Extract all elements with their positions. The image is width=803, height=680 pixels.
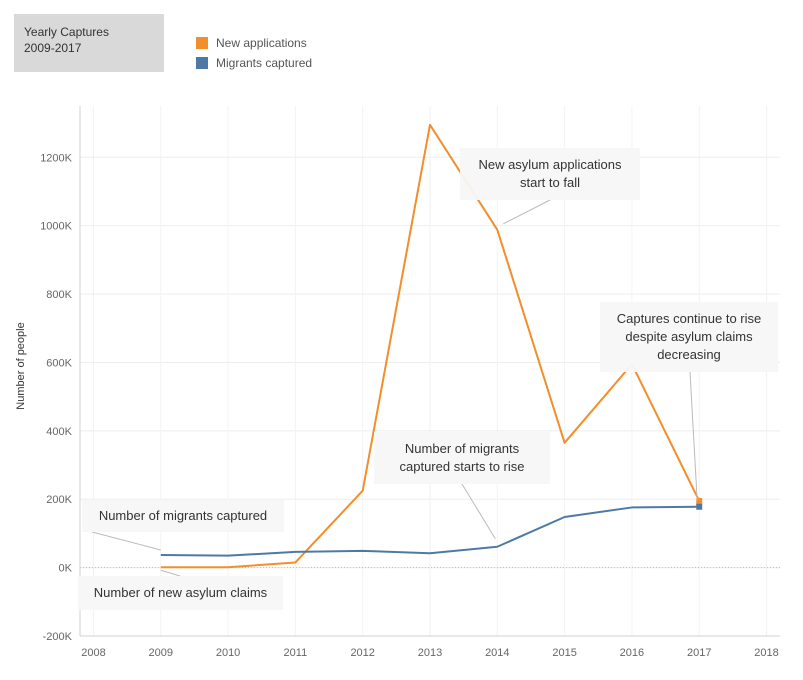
x-tick-label: 2009: [149, 647, 173, 659]
annotation-connector: [91, 531, 161, 551]
legend: New applications Migrants captured: [196, 33, 312, 73]
legend-item-new-applications[interactable]: New applications: [196, 33, 312, 53]
y-tick-label: 1200K: [40, 152, 72, 164]
series-line-new-applications: [160, 123, 701, 569]
x-tick-label: 2008: [81, 647, 105, 659]
annotation-connector: [689, 371, 698, 501]
y-axis-title: Number of people: [15, 322, 27, 409]
annotation-text: start to fall: [520, 175, 580, 190]
annotation-box: [374, 432, 550, 484]
annotation-text: Captures continue to rise: [617, 311, 762, 326]
x-tick-label: 2013: [418, 647, 442, 659]
annotation-text: captured starts to rise: [400, 459, 525, 474]
x-tick-label: 2012: [350, 647, 374, 659]
annotation-text: Number of migrants captured: [99, 508, 267, 523]
annotation-text: Number of new asylum claims: [94, 585, 268, 600]
y-tick-label: -200K: [43, 631, 73, 643]
series-line-migrants-captured: [160, 505, 700, 557]
annotation-text: despite asylum claims: [625, 329, 753, 344]
x-tick-label: 2015: [552, 647, 576, 659]
annotation-connector: [461, 483, 496, 540]
annotation-connector: [160, 569, 181, 577]
legend-item-migrants-captured[interactable]: Migrants captured: [196, 53, 312, 73]
annotation-box: [600, 302, 778, 372]
annotation-text: decreasing: [657, 347, 721, 362]
title-box: Yearly Captures 2009-2017: [14, 14, 164, 72]
x-tick-label: 2010: [216, 647, 240, 659]
y-tick-label: 600K: [46, 357, 72, 369]
x-tick-label: 2014: [485, 647, 509, 659]
annotation-text: Number of migrants: [405, 441, 520, 456]
y-tick-label: 1000K: [40, 221, 72, 233]
title-line-2: 2009-2017: [24, 41, 82, 55]
y-tick-label: 800K: [46, 289, 72, 301]
annotation-box: [82, 500, 284, 532]
annotation-connector: [503, 199, 551, 225]
title-line-1: Yearly Captures: [24, 25, 109, 39]
x-tick-label: 2017: [687, 647, 711, 659]
x-tick-label: 2011: [284, 647, 308, 659]
series-end-marker-migrants-captured: [696, 503, 703, 510]
x-tick-label: 2016: [620, 647, 644, 659]
legend-label-new-applications: New applications: [216, 36, 307, 50]
x-tick-label: 2018: [754, 647, 778, 659]
y-tick-label: 0K: [59, 563, 73, 575]
y-tick-label: 200K: [46, 494, 72, 506]
annotation-box: [78, 576, 283, 610]
legend-label-migrants-captured: Migrants captured: [216, 56, 313, 70]
annotation-text: New asylum applications: [478, 157, 622, 172]
legend-swatch-new-applications: [196, 37, 208, 49]
y-tick-label: 400K: [46, 426, 72, 438]
legend-swatch-migrants-captured: [196, 57, 208, 69]
series-end-marker-new-applications: [696, 497, 703, 504]
annotation-box: [460, 148, 640, 200]
